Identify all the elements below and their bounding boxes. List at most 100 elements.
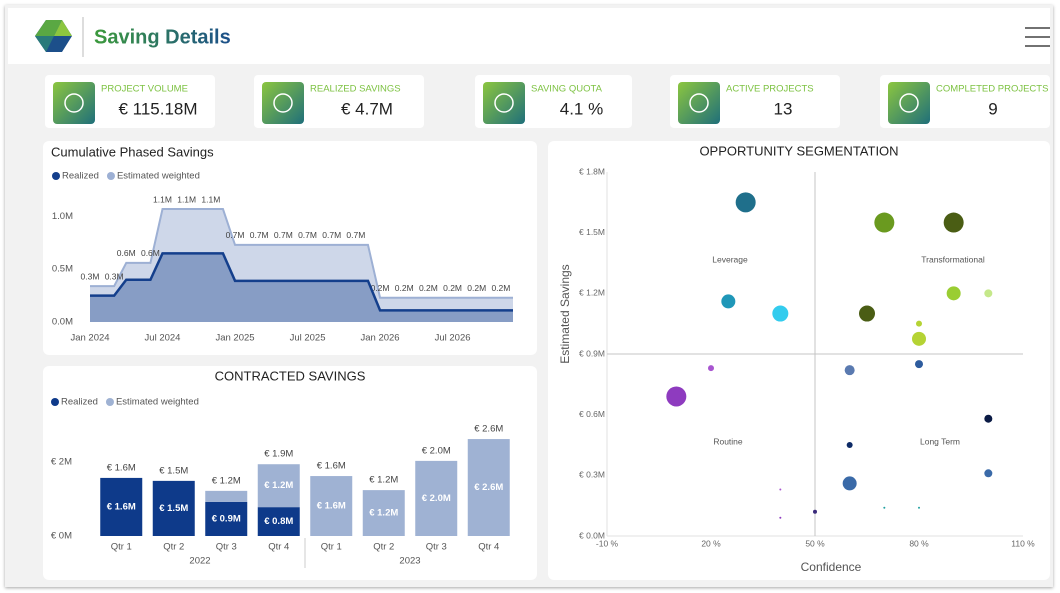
kpi-label: COMPLETED PROJECTS bbox=[936, 84, 1048, 95]
x-tick-label: Qtr 3 bbox=[216, 542, 237, 553]
area-fill bbox=[90, 253, 513, 322]
kpi-icon bbox=[262, 82, 304, 124]
segment-label: € 1.6M bbox=[107, 501, 136, 512]
bubble bbox=[813, 509, 817, 514]
area-fill bbox=[90, 209, 513, 322]
kpi-icon bbox=[53, 82, 95, 124]
bar-segment bbox=[205, 490, 248, 502]
bar-segment bbox=[257, 507, 300, 536]
y-tick-label: 0.0M bbox=[52, 317, 73, 328]
total-label: € 2.6M bbox=[474, 424, 503, 435]
x-tick-label: Jul 2025 bbox=[290, 333, 326, 344]
segment-label: € 1.5M bbox=[159, 503, 188, 514]
bubble bbox=[984, 469, 993, 478]
segment-label: € 2.6M bbox=[474, 482, 503, 493]
y-tick-label: € 0.6M bbox=[579, 409, 605, 419]
chart-title: Cumulative Phased Savings bbox=[51, 144, 214, 159]
bar-segment bbox=[362, 490, 405, 536]
kpi-value: 4.1 % bbox=[560, 99, 603, 118]
x-tick-label: Jan 2026 bbox=[361, 333, 400, 344]
data-label: 0.6M bbox=[141, 248, 160, 258]
quadrant-label: Leverage bbox=[712, 254, 748, 264]
kpi-icon-glyph bbox=[494, 93, 514, 113]
segment-label: € 0.9M bbox=[212, 513, 241, 524]
bubble bbox=[708, 365, 714, 372]
legend-swatch bbox=[51, 398, 59, 406]
data-label: 0.7M bbox=[226, 230, 245, 240]
legend-swatch bbox=[52, 172, 60, 180]
y-tick-label: € 0.0M bbox=[579, 530, 605, 540]
segment-label: € 1.2M bbox=[264, 480, 293, 491]
x-tick-label: Jul 2026 bbox=[435, 333, 471, 344]
x-tick-label: Jan 2024 bbox=[70, 333, 109, 344]
x-tick-label: 110 % bbox=[1011, 538, 1035, 548]
data-label: 1.1M bbox=[153, 194, 172, 204]
kpi-value: € 115.18M bbox=[118, 99, 197, 118]
x-tick-label: Qtr 2 bbox=[163, 542, 184, 553]
bubble bbox=[946, 286, 961, 301]
data-label: 0.6M bbox=[117, 248, 136, 258]
x-tick-label: Qtr 1 bbox=[111, 542, 132, 553]
bubble bbox=[842, 476, 857, 491]
data-label: 0.2M bbox=[467, 283, 486, 293]
kpi-icon-glyph bbox=[899, 93, 919, 113]
x-tick-label: Qtr 2 bbox=[373, 542, 394, 553]
kpi-value: 13 bbox=[774, 99, 793, 118]
data-label: 0.2M bbox=[419, 283, 438, 293]
bubble bbox=[772, 305, 789, 322]
y-tick-label: € 1.2M bbox=[579, 288, 605, 298]
bubble bbox=[918, 506, 920, 509]
bubble bbox=[883, 506, 886, 509]
y-tick-label: 1.0M bbox=[52, 211, 73, 222]
kpi-icon-glyph bbox=[64, 93, 84, 113]
x-tick-label: Qtr 3 bbox=[426, 542, 447, 553]
legend-label: Realized bbox=[62, 171, 99, 182]
x-tick-label: Qtr 1 bbox=[321, 542, 342, 553]
kpi-icon bbox=[888, 82, 930, 124]
header-bar bbox=[8, 8, 1050, 64]
quadrant-label: Routine bbox=[713, 436, 743, 446]
kpi-label: SAVING QUOTA bbox=[531, 84, 603, 95]
page-title: Saving Details bbox=[94, 26, 231, 48]
total-label: € 1.5M bbox=[159, 465, 188, 476]
kpi-icon bbox=[678, 82, 720, 124]
x-tick-label: Qtr 4 bbox=[478, 542, 499, 553]
panel-segmentation bbox=[548, 141, 1050, 580]
data-label: 0.7M bbox=[346, 230, 365, 240]
bubble bbox=[859, 305, 875, 322]
bubble bbox=[779, 516, 782, 519]
data-label: 0.7M bbox=[322, 230, 341, 240]
x-tick-label: 50 % bbox=[805, 538, 825, 548]
chart-title: OPPORTUNITY SEGMENTATION bbox=[699, 143, 898, 158]
bar-segment bbox=[415, 460, 458, 536]
bubble bbox=[721, 294, 736, 309]
y-axis-title: Estimated Savings bbox=[558, 264, 572, 363]
quadrant-label: Long Term bbox=[920, 436, 960, 446]
x-tick-label: 80 % bbox=[909, 538, 929, 548]
legend-label: Estimated weighted bbox=[117, 171, 200, 182]
bubble bbox=[846, 442, 853, 448]
segment-label: € 1.6M bbox=[317, 501, 346, 512]
data-label: 0.7M bbox=[250, 230, 269, 240]
bubble bbox=[912, 331, 926, 346]
y-tick-label: € 0M bbox=[51, 531, 72, 542]
kpi-label: ACTIVE PROJECTS bbox=[726, 84, 814, 95]
data-label: 0.7M bbox=[274, 230, 293, 240]
legend-label: Estimated weighted bbox=[116, 397, 199, 408]
legend-swatch bbox=[105, 398, 114, 406]
data-label: 0.3M bbox=[105, 271, 124, 281]
total-label: € 1.9M bbox=[264, 449, 293, 460]
bubble bbox=[874, 212, 895, 233]
menu-button[interactable] bbox=[1025, 27, 1050, 47]
data-label: 0.3M bbox=[81, 271, 100, 281]
y-tick-label: € 1.8M bbox=[579, 166, 605, 176]
bubble bbox=[943, 212, 964, 233]
bubble bbox=[984, 289, 993, 298]
data-label: 0.2M bbox=[371, 283, 390, 293]
legend-swatch bbox=[106, 172, 115, 180]
bar-segment bbox=[205, 501, 248, 536]
data-label: 0.2M bbox=[491, 283, 510, 293]
total-label: € 1.2M bbox=[369, 475, 398, 486]
